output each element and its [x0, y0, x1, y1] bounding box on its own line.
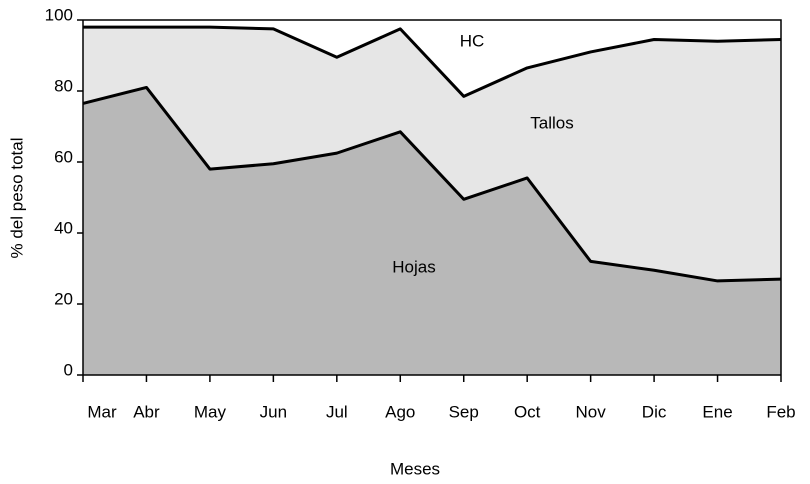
- x-tick-label: Sep: [449, 402, 479, 421]
- x-tick-label: May: [194, 402, 227, 421]
- area-label: Hojas: [392, 257, 435, 276]
- x-tick-label: Abr: [133, 402, 160, 421]
- y-tick-label: 0: [64, 360, 73, 379]
- area-boundary: [82, 85, 782, 283]
- area: [83, 87, 781, 375]
- area-label: HC: [460, 31, 485, 50]
- x-axis-title: Meses: [390, 459, 440, 478]
- plot-frame: [83, 19, 782, 375]
- area-label: Tallos: [530, 113, 573, 132]
- x-tick-label: Jul: [326, 402, 348, 421]
- x-tick-label: Feb: [766, 402, 795, 421]
- x-tick-label: Ene: [702, 402, 732, 421]
- y-tick-label: 60: [54, 147, 73, 166]
- x-tick-label: Dic: [642, 402, 667, 421]
- y-tick-label: 40: [54, 218, 73, 237]
- y-axis-title: % del peso total: [7, 138, 26, 259]
- y-tick-label: 20: [54, 289, 73, 308]
- x-tick-label: Nov: [576, 402, 607, 421]
- plot-area: [82, 20, 782, 375]
- area: [83, 27, 781, 281]
- area: [83, 20, 781, 97]
- x-tick-label: Mar: [87, 402, 117, 421]
- y-tick-label: 80: [54, 76, 73, 95]
- x-tick-label: Jun: [260, 402, 287, 421]
- x-tick-label: Ago: [385, 402, 415, 421]
- y-tick-label: 100: [45, 5, 73, 24]
- area-boundary: [83, 25, 782, 98]
- x-tick-label: Oct: [514, 402, 541, 421]
